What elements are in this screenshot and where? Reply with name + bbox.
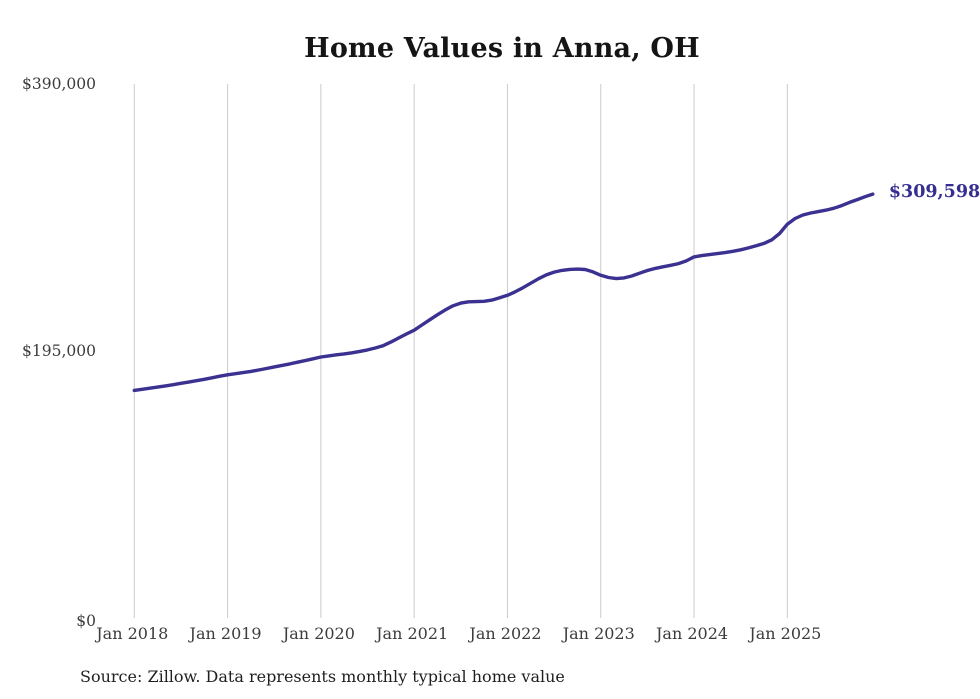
source-note: Source: Zillow. Data represents monthly …	[80, 667, 565, 686]
x-axis-tick-label: Jan 2023	[562, 624, 635, 643]
y-axis-tick-label: $195,000	[22, 342, 96, 360]
x-axis-tick-label: Jan 2020	[282, 624, 355, 643]
x-axis-tick-label: Jan 2022	[469, 624, 542, 643]
gridlines	[133, 84, 788, 618]
y-axis-tick-label: $390,000	[22, 75, 96, 93]
value-line	[132, 192, 875, 393]
y-axis-tick-label: $0	[76, 612, 96, 630]
x-axis-tick-label: Jan 2021	[376, 624, 449, 643]
x-axis-tick-label: Jan 2024	[656, 624, 729, 643]
current-value-label: $309,598	[888, 182, 980, 203]
x-axis-tick-label: Jan 2019	[189, 624, 262, 643]
x-axis-tick-label: Jan 2025	[749, 624, 822, 643]
x-axis-tick-label: Jan 2018	[96, 624, 169, 643]
chart-title: Home Values in Anna, OH	[304, 33, 700, 64]
